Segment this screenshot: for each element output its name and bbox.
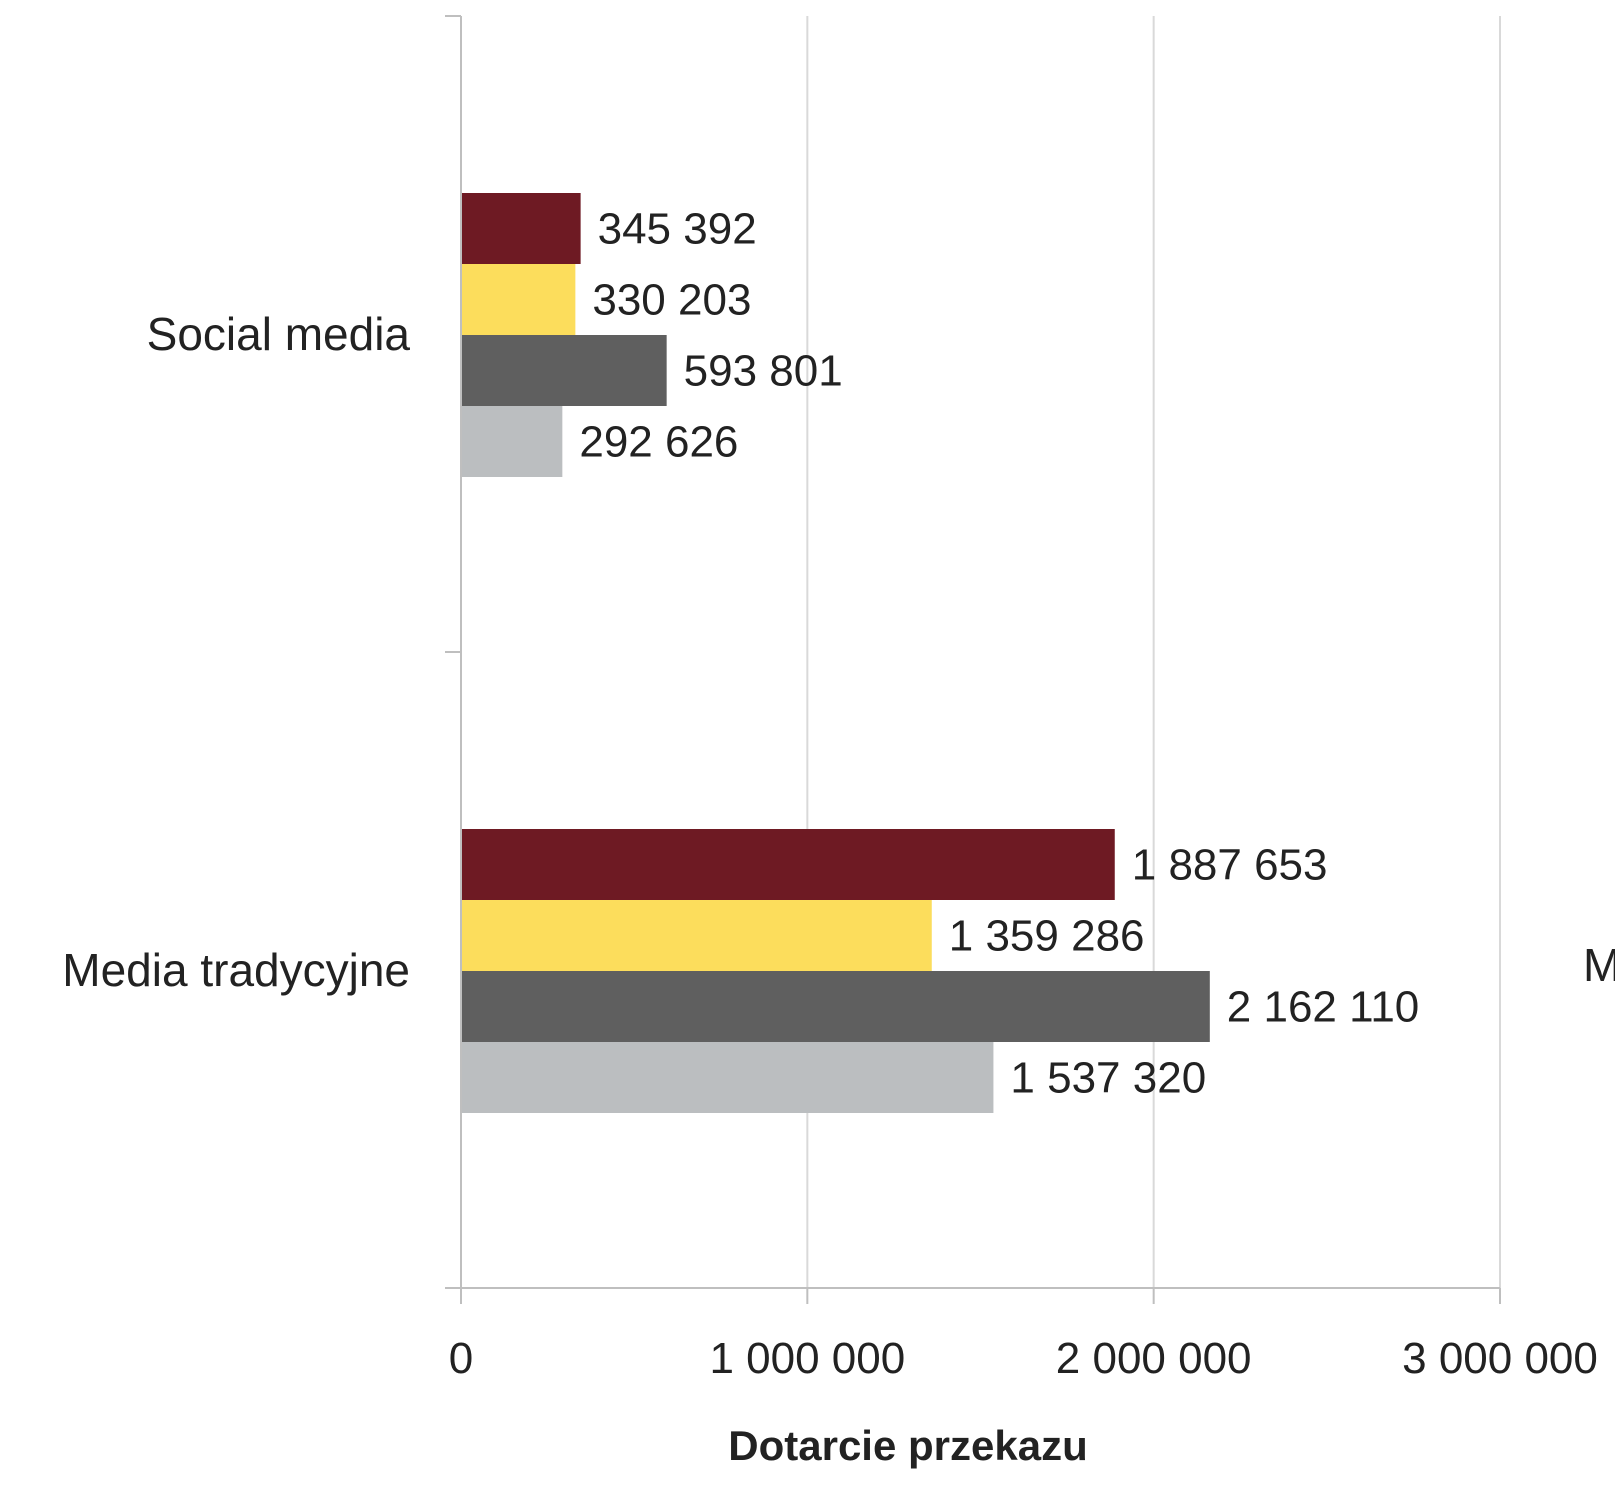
partial-cutoff-label: M — [1583, 939, 1615, 991]
x-tick-label: 1 000 000 — [709, 1334, 905, 1383]
bar — [461, 406, 563, 477]
x-tick-label: 2 000 000 — [1056, 1334, 1252, 1383]
bar — [461, 335, 667, 406]
category-label: Social media — [147, 308, 411, 360]
data-label: 1 887 653 — [1132, 841, 1328, 890]
data-label: 330 203 — [592, 276, 751, 325]
bar — [461, 971, 1210, 1042]
bar — [461, 193, 581, 264]
data-label: 1 359 286 — [949, 912, 1145, 961]
bars — [461, 193, 1210, 1113]
bar — [461, 900, 932, 971]
x-tick-label: 0 — [449, 1334, 473, 1383]
data-label: 593 801 — [684, 347, 843, 396]
x-tick-label: 3 000 000 — [1402, 1334, 1598, 1383]
bar — [461, 1042, 994, 1113]
labels: 0 1 000 000 2 000 000 3 000 000 Social media… — [62, 205, 1598, 1384]
data-label: 292 626 — [579, 418, 738, 467]
data-label: 2 162 110 — [1227, 983, 1419, 1032]
bar — [461, 264, 576, 335]
category-label: Media tradycyjne — [62, 944, 410, 996]
data-label: 345 392 — [598, 205, 757, 254]
x-axis-title: Dotarcie przekazu — [728, 1422, 1087, 1469]
axes — [445, 15, 1501, 1304]
data-label: 1 537 320 — [1010, 1054, 1206, 1103]
bar — [461, 829, 1115, 900]
